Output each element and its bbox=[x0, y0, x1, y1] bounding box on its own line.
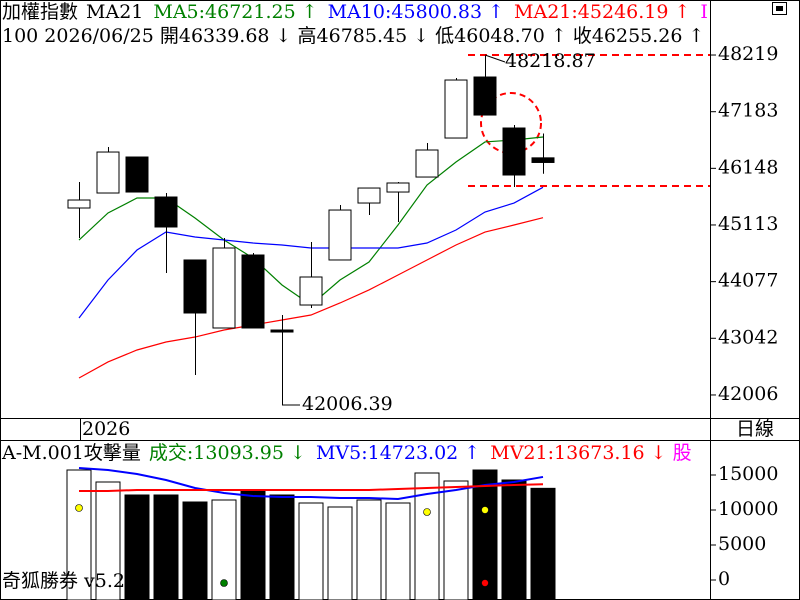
volume-bar bbox=[327, 506, 353, 600]
annotation: 48218.87 bbox=[505, 50, 596, 72]
y-tick-label: 45113 bbox=[718, 213, 778, 235]
candle-body bbox=[328, 209, 352, 261]
candle-body bbox=[531, 157, 555, 163]
y-tick-label: 44077 bbox=[718, 270, 778, 292]
volume-bar bbox=[356, 499, 382, 600]
legend-entry: MA10:45800.83 ↑ bbox=[328, 1, 504, 23]
mv-line bbox=[79, 483, 544, 493]
y-tick-label: 42006 bbox=[718, 383, 778, 405]
volume-bar bbox=[182, 501, 208, 600]
candle-body bbox=[154, 196, 178, 228]
candle-body bbox=[357, 187, 381, 204]
candle-body bbox=[67, 199, 91, 209]
candle-body bbox=[386, 182, 410, 193]
y-tick-label: 5000 bbox=[718, 533, 766, 555]
volume-bar bbox=[124, 494, 150, 600]
y-tick-label: 15000 bbox=[718, 463, 778, 485]
legend-entry: 股 bbox=[673, 442, 692, 464]
volume-header: A-M.001攻擊量 成交:13093.95 ↓ MV5:14723.02 ↑ MV2… bbox=[1, 442, 692, 464]
volume-bar bbox=[530, 487, 556, 600]
window-button-icon bbox=[776, 6, 783, 11]
title: 加權指數 bbox=[2, 1, 78, 23]
legend-entry: MA5:46721.25 ↑ bbox=[153, 1, 317, 23]
legend-entry: MV21:13673.16 ↓ bbox=[490, 442, 666, 464]
legend-entry: MA21:45246.19 ↑ bbox=[514, 1, 690, 23]
signal-dot bbox=[220, 579, 228, 587]
period-label: 日線 bbox=[736, 418, 774, 440]
annotation-leader bbox=[282, 394, 300, 406]
candle-body bbox=[270, 329, 294, 333]
candle-body bbox=[444, 79, 468, 139]
volume-bar bbox=[501, 479, 527, 600]
title: A-M.001攻擊量 bbox=[1, 442, 141, 464]
candle-body bbox=[125, 156, 149, 193]
price-plot bbox=[67, 54, 710, 395]
volume-bar bbox=[385, 502, 411, 600]
value-label: 成交:13093.95 ↓ bbox=[149, 442, 306, 464]
volume-bar bbox=[443, 480, 469, 600]
legend-entry: I bbox=[700, 1, 708, 23]
y-tick-label: 47183 bbox=[718, 100, 778, 122]
y-tick-label: 46148 bbox=[718, 156, 778, 178]
volume-bar bbox=[298, 502, 324, 600]
price-info: 100 2026/06/25 開46339.68 ↓ 高46785.45 ↓ 低… bbox=[2, 25, 704, 47]
price-header: 加權指數 MA21 MA5:46721.25 ↑ MA10:45800.83 ↑ MA2… bbox=[2, 1, 708, 23]
candle-body bbox=[183, 259, 207, 314]
candle-body bbox=[415, 149, 439, 178]
x-tick-label: 2026 bbox=[82, 418, 130, 440]
volume-bar bbox=[95, 481, 121, 600]
y-tick-label: 48219 bbox=[718, 43, 778, 65]
candle-body bbox=[241, 254, 265, 329]
y-tick-label: 43042 bbox=[718, 326, 778, 348]
annotation: 42006.39 bbox=[302, 393, 393, 415]
volume-bar bbox=[153, 494, 179, 600]
candle-body bbox=[473, 76, 497, 116]
signal-dot bbox=[75, 504, 83, 512]
mv-line bbox=[78, 467, 544, 501]
volume-bar bbox=[240, 489, 266, 600]
volume-bar bbox=[269, 494, 295, 600]
candle-body bbox=[502, 127, 526, 176]
footer: 奇狐勝券 v5.2 bbox=[2, 570, 125, 592]
candle-body bbox=[212, 247, 236, 329]
indicator: MA21 bbox=[86, 1, 143, 23]
ma-line bbox=[78, 217, 544, 379]
volume-bar bbox=[472, 469, 498, 600]
candle-body bbox=[299, 276, 323, 306]
y-tick-label: 0 bbox=[718, 568, 730, 590]
highlight-circle bbox=[480, 92, 542, 154]
signal-dot bbox=[481, 506, 489, 514]
annotation-leader bbox=[484, 54, 506, 63]
volume-plot bbox=[66, 467, 556, 600]
signal-dot bbox=[481, 579, 489, 587]
y-tick-label: 10000 bbox=[718, 498, 778, 520]
legend-entry: MV5:14723.02 ↑ bbox=[316, 442, 480, 464]
axes: 48219 47183 46148 45113 44077 43042 42006 15000… bbox=[710, 43, 778, 590]
candle-body bbox=[96, 151, 120, 194]
signal-dot bbox=[423, 508, 431, 516]
